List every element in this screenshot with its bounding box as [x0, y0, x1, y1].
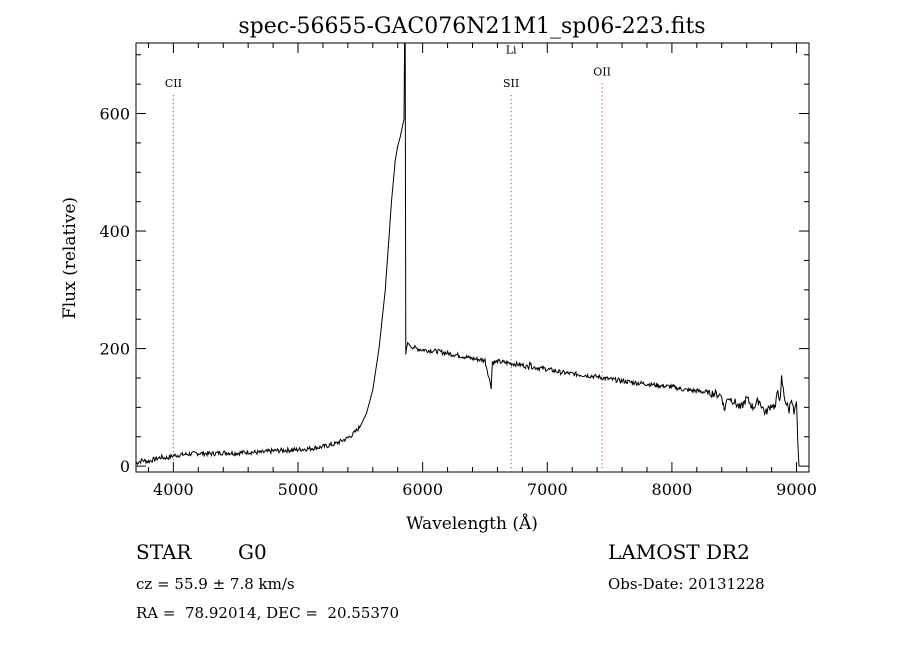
subclass: G0 [238, 540, 267, 564]
plot-frame [135, 42, 810, 473]
x-tick-label: 9000 [776, 480, 817, 499]
x-axis-label: Wavelength (Å) [406, 513, 538, 534]
spectral-line-label: OII [593, 65, 611, 78]
coordinates: RA = 78.92014, DEC = 20.55370 [136, 604, 400, 622]
spectrum-series-line [135, 42, 800, 467]
chart-title: spec-56655-GAC076N21M1_sp06-223.fits [238, 14, 705, 39]
y-tick-label: 0 [120, 457, 130, 476]
y-axis-label: Flux (relative) [60, 197, 80, 319]
y-tick-label: 600 [99, 105, 130, 124]
y-tick-label: 400 [99, 222, 130, 241]
y-tick-label: 200 [99, 340, 130, 359]
spectral-line-label: Li [506, 44, 517, 57]
x-tick-label: 4000 [153, 480, 194, 499]
x-tick-label: 7000 [527, 480, 568, 499]
object-class: STAR [136, 540, 192, 564]
spectral-line-label: SII [503, 77, 519, 90]
velocity-info: cz = 55.9 ± 7.8 km/s [136, 575, 295, 593]
x-tick-label: 6000 [402, 480, 443, 499]
x-tick-label: 5000 [278, 480, 319, 499]
obs-date: Obs-Date: 20131228 [608, 575, 765, 593]
x-tick-label: 8000 [652, 480, 693, 499]
spectral-line-label: CII [165, 77, 182, 90]
survey-name: LAMOST DR2 [608, 540, 750, 564]
